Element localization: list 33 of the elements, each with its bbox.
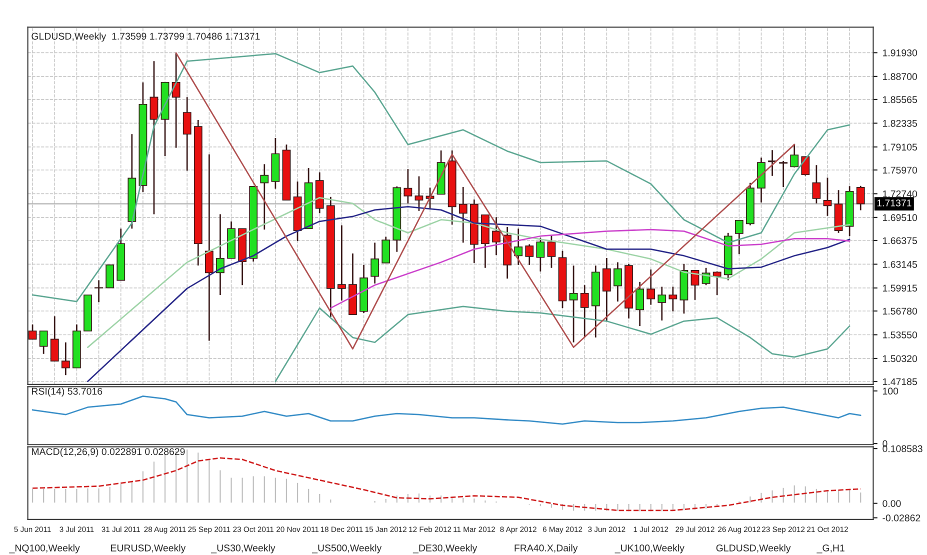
text: GLDUSD,Weekly: [716, 544, 791, 554]
y-tick-label: 1.66375: [883, 237, 917, 244]
y-tick-label: 0.00: [882, 500, 901, 507]
y-tick-label: 1.47185: [883, 378, 917, 386]
y-tick-label: 1.56780: [883, 308, 918, 315]
y-tick-label: 1.79105: [883, 144, 917, 151]
y-tick-label: 1.82335: [883, 120, 917, 127]
y-tick-label: 1.91930: [883, 49, 918, 56]
text: EURUSD,Weekly: [111, 544, 186, 554]
y-tick-label: 1.50320: [883, 355, 918, 362]
y-tick-label: -0.02862: [882, 514, 920, 522]
chart-title: RSI(14) 53.7016: [32, 388, 102, 397]
y-tick-label: 1.75970: [883, 166, 918, 174]
y-tick-label: 1.63145: [883, 260, 917, 268]
text: _US500,Weekly: [312, 544, 382, 554]
y-tick-label: 1.59915: [883, 284, 917, 292]
chart-title: MACD(12,26,9) 0.022891 0.028629: [32, 448, 185, 457]
ref-line-label: 1.71371: [877, 200, 912, 206]
y-tick-label: 1.85565: [883, 96, 917, 104]
y-tick-label: 1.53550: [883, 331, 918, 338]
text: _NQ100,Weekly: [9, 544, 80, 554]
text: _US30,Weekly: [211, 544, 276, 554]
text: FRA40.X,Daily: [514, 544, 578, 554]
y-tick-label: 1.88700: [883, 73, 918, 80]
text: _UK100,Weekly: [614, 544, 684, 554]
text: _G,H1: [816, 544, 844, 554]
y-tick-label: 1.72740: [883, 190, 918, 198]
y-tick-label: 100: [883, 388, 898, 395]
y-tick-label: 1.69510: [883, 214, 918, 222]
text: GLDUSD,Weekly 1.73599 1.73799 1.70486 1.71371: [32, 32, 260, 42]
text: _DE30,Weekly: [412, 544, 478, 554]
y-tick-label: 0.108583: [882, 445, 922, 452]
y-tick-label: 0: [882, 440, 888, 448]
